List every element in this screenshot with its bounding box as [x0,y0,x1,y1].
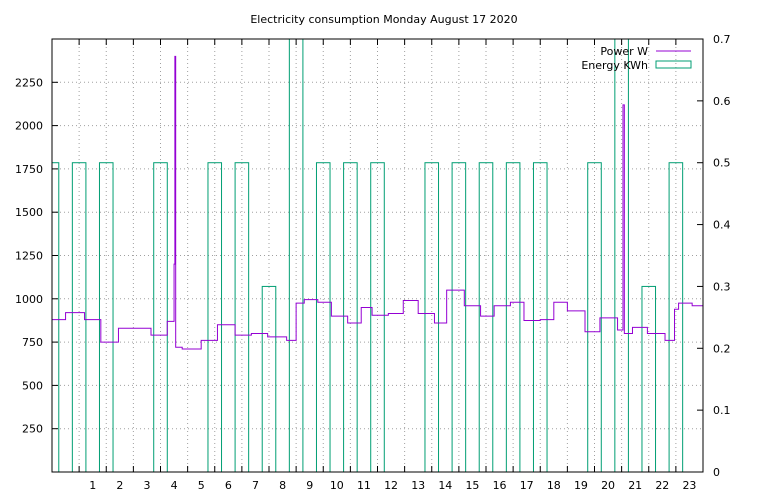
energy-bar [424,162,440,473]
y-tick-label: 750 [22,336,43,349]
x-tick-label: 6 [225,479,232,492]
energy-series [51,38,684,473]
x-tick-label: 5 [198,479,205,492]
y2-tick-label: 0.7 [713,33,731,46]
legend-energy-swatch [655,60,692,69]
y2-tick-label: 0.2 [713,342,731,355]
x-tick-label: 11 [357,479,371,492]
x-tick-label: 12 [384,479,398,492]
x-tick-label: 16 [493,479,507,492]
y-tick-label: 250 [22,423,43,436]
energy-bar [51,162,60,473]
energy-bar [668,162,684,473]
x-tick-label: 23 [682,479,696,492]
y-tick-label: 1000 [15,293,43,306]
energy-bar [532,162,548,473]
x-tick-label: 7 [252,479,259,492]
x-tick-label: 14 [438,479,452,492]
energy-bar [370,162,385,473]
x-tick-label: 3 [143,479,150,492]
y-tick-label: 1250 [15,250,43,263]
x-tick-label: 21 [628,479,642,492]
x-tick-label: 9 [306,479,313,492]
energy-bar [505,162,521,473]
y-tick-label: 1750 [15,163,43,176]
y2-tick-label: 0 [713,466,720,479]
x-tick-label: 4 [171,479,178,492]
x-tick-label: 22 [655,479,669,492]
x-tick-label: 19 [574,479,588,492]
energy-bar [153,162,168,473]
legend: Power W Energy KWh [581,45,692,72]
x-tick-label: 2 [116,479,123,492]
energy-bar [587,162,602,473]
energy-bar [234,162,250,473]
legend-power-label: Power W [600,45,648,58]
x-tick-label: 20 [601,479,615,492]
y2-tick-label: 0.3 [713,280,731,293]
x-tick-label: 17 [520,479,534,492]
chart-title: Electricity consumption Monday August 17… [250,13,517,26]
energy-bar [478,162,494,473]
energy-bar [98,162,114,473]
y2-tick-label: 0.4 [713,219,731,232]
grid-lines [52,39,703,472]
axis-ticks: 1 2 3 4 5 6 7 8 9 10 11 12 13 14 15 16 17 18 19 20 21 22 23250… [15,33,731,492]
power-line [52,55,703,350]
y-tick-label: 1500 [15,206,43,219]
x-tick-label: 15 [465,479,479,492]
power-series [52,55,703,350]
legend-energy-label: Energy KWh [581,59,648,72]
energy-bar [71,162,87,473]
y-tick-label: 2000 [15,120,43,133]
x-tick-label: 10 [330,479,344,492]
x-tick-label: 13 [411,479,425,492]
y2-tick-label: 0.6 [713,95,731,108]
energy-bar [451,162,467,473]
x-tick-label: 1 [89,479,96,492]
y2-tick-label: 0.5 [713,157,731,170]
y-tick-label: 2250 [15,76,43,89]
y-tick-label: 500 [22,379,43,392]
y2-tick-label: 0.1 [713,404,731,417]
energy-bar [315,162,331,473]
energy-bar [343,162,358,473]
x-tick-label: 8 [279,479,286,492]
x-tick-label: 18 [547,479,561,492]
energy-bar [207,162,223,473]
